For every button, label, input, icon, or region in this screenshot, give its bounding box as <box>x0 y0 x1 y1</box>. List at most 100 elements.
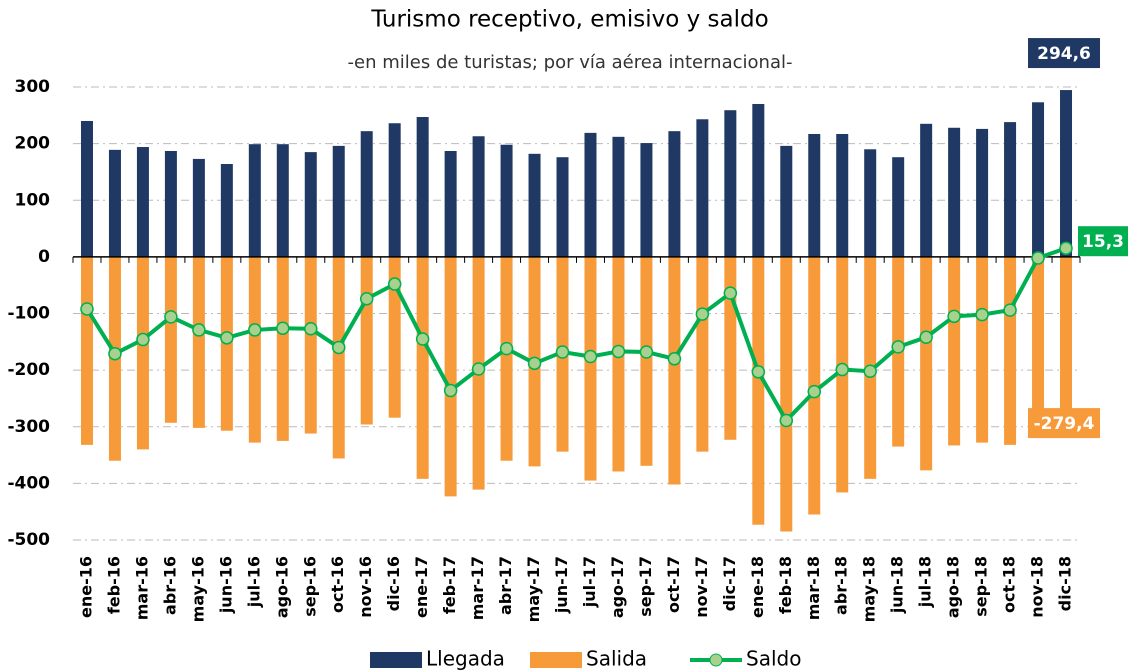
x-tick-label: mar-18 <box>804 556 823 620</box>
bar <box>136 147 149 257</box>
bar <box>332 145 345 257</box>
marker <box>1031 251 1045 265</box>
x-tick-label: abr-18 <box>832 556 851 615</box>
bar <box>612 136 625 257</box>
value-label-box <box>1028 408 1101 439</box>
bar <box>276 256 289 441</box>
marker <box>723 286 738 300</box>
bar <box>1004 256 1017 445</box>
marker <box>975 307 989 322</box>
bar <box>444 150 457 257</box>
marker <box>1059 241 1073 255</box>
marker <box>751 365 766 379</box>
x-tick-label: sep-17 <box>636 556 655 617</box>
marker <box>443 383 458 398</box>
x-tick-label: jul-18 <box>916 556 935 608</box>
bar <box>248 144 261 257</box>
bar <box>1060 90 1073 257</box>
x-tick-label: ago-18 <box>944 556 963 618</box>
marker <box>583 349 598 364</box>
x-tick-label: jun-16 <box>216 556 235 614</box>
y-tick-label: -500 <box>7 530 50 550</box>
y-tick-label: 200 <box>15 134 51 154</box>
x-tick-label: ago-17 <box>608 556 627 618</box>
marker <box>667 352 682 366</box>
x-tick-label: may-17 <box>524 556 543 622</box>
bar <box>556 157 569 257</box>
bar <box>920 256 933 471</box>
legend-swatch <box>530 652 582 668</box>
value-label: -279,4 <box>1034 414 1095 434</box>
bar <box>976 256 989 443</box>
bar <box>724 256 737 440</box>
bar <box>388 123 401 257</box>
marker <box>779 413 794 428</box>
bar <box>528 153 541 257</box>
x-tick-label: mar-16 <box>132 556 151 620</box>
x-tick-label: dic-17 <box>720 556 739 611</box>
x-tick-label: dic-16 <box>384 556 403 611</box>
bar <box>80 256 93 445</box>
y-tick-label: 300 <box>15 77 51 97</box>
bar <box>192 158 205 257</box>
x-tick-label: jul-16 <box>244 556 263 608</box>
bar <box>276 144 289 257</box>
bar <box>668 256 681 485</box>
bar <box>976 128 989 257</box>
marker <box>220 331 234 345</box>
x-tick-label: may-16 <box>188 556 207 622</box>
bar <box>892 157 905 257</box>
marker <box>499 341 514 356</box>
bar <box>612 256 625 472</box>
marker <box>695 307 710 321</box>
marker <box>471 362 486 376</box>
x-tick-label: nov-16 <box>356 556 375 618</box>
marker <box>639 345 654 359</box>
bar <box>360 131 373 257</box>
bar <box>1032 102 1045 257</box>
legend-label: Llegada <box>426 647 505 670</box>
x-tick-label: jun-17 <box>552 556 571 614</box>
bar <box>472 136 485 257</box>
marker <box>108 346 122 361</box>
marker <box>276 321 290 335</box>
x-tick-label: oct-17 <box>664 556 683 613</box>
x-tick-label: nov-18 <box>1028 556 1047 618</box>
x-tick-label: ene-16 <box>76 556 95 618</box>
x-tick-label: may-18 <box>860 556 879 622</box>
bar <box>696 119 709 257</box>
bar <box>80 120 93 257</box>
bar <box>668 131 681 257</box>
bar <box>444 256 457 497</box>
y-tick-label: -400 <box>7 473 50 493</box>
bar <box>948 256 961 446</box>
bar <box>332 256 345 459</box>
y-tick-label: -300 <box>7 417 50 437</box>
bar <box>1032 256 1045 413</box>
legend-swatch <box>370 652 422 668</box>
value-label: 294,6 <box>1037 44 1091 64</box>
bar <box>780 145 793 257</box>
chart-title: Turismo receptivo, emisivo y saldo <box>370 7 768 33</box>
bar <box>920 123 933 257</box>
marker <box>80 302 94 316</box>
marker <box>248 323 262 337</box>
x-tick-label: feb-18 <box>776 556 795 614</box>
bar <box>948 127 961 257</box>
line <box>85 246 1067 424</box>
bar <box>808 133 821 257</box>
marker <box>136 332 150 347</box>
marker <box>527 356 542 371</box>
marker <box>919 330 933 345</box>
marker <box>947 309 961 324</box>
marker <box>835 362 849 377</box>
marker <box>863 364 877 379</box>
marker <box>387 277 402 291</box>
bar <box>416 117 429 257</box>
marker <box>359 292 374 306</box>
x-tick-label: jul-17 <box>580 556 599 608</box>
legend-label: Saldo <box>746 647 801 670</box>
bar <box>360 256 373 425</box>
y-tick-label: 100 <box>15 190 51 210</box>
